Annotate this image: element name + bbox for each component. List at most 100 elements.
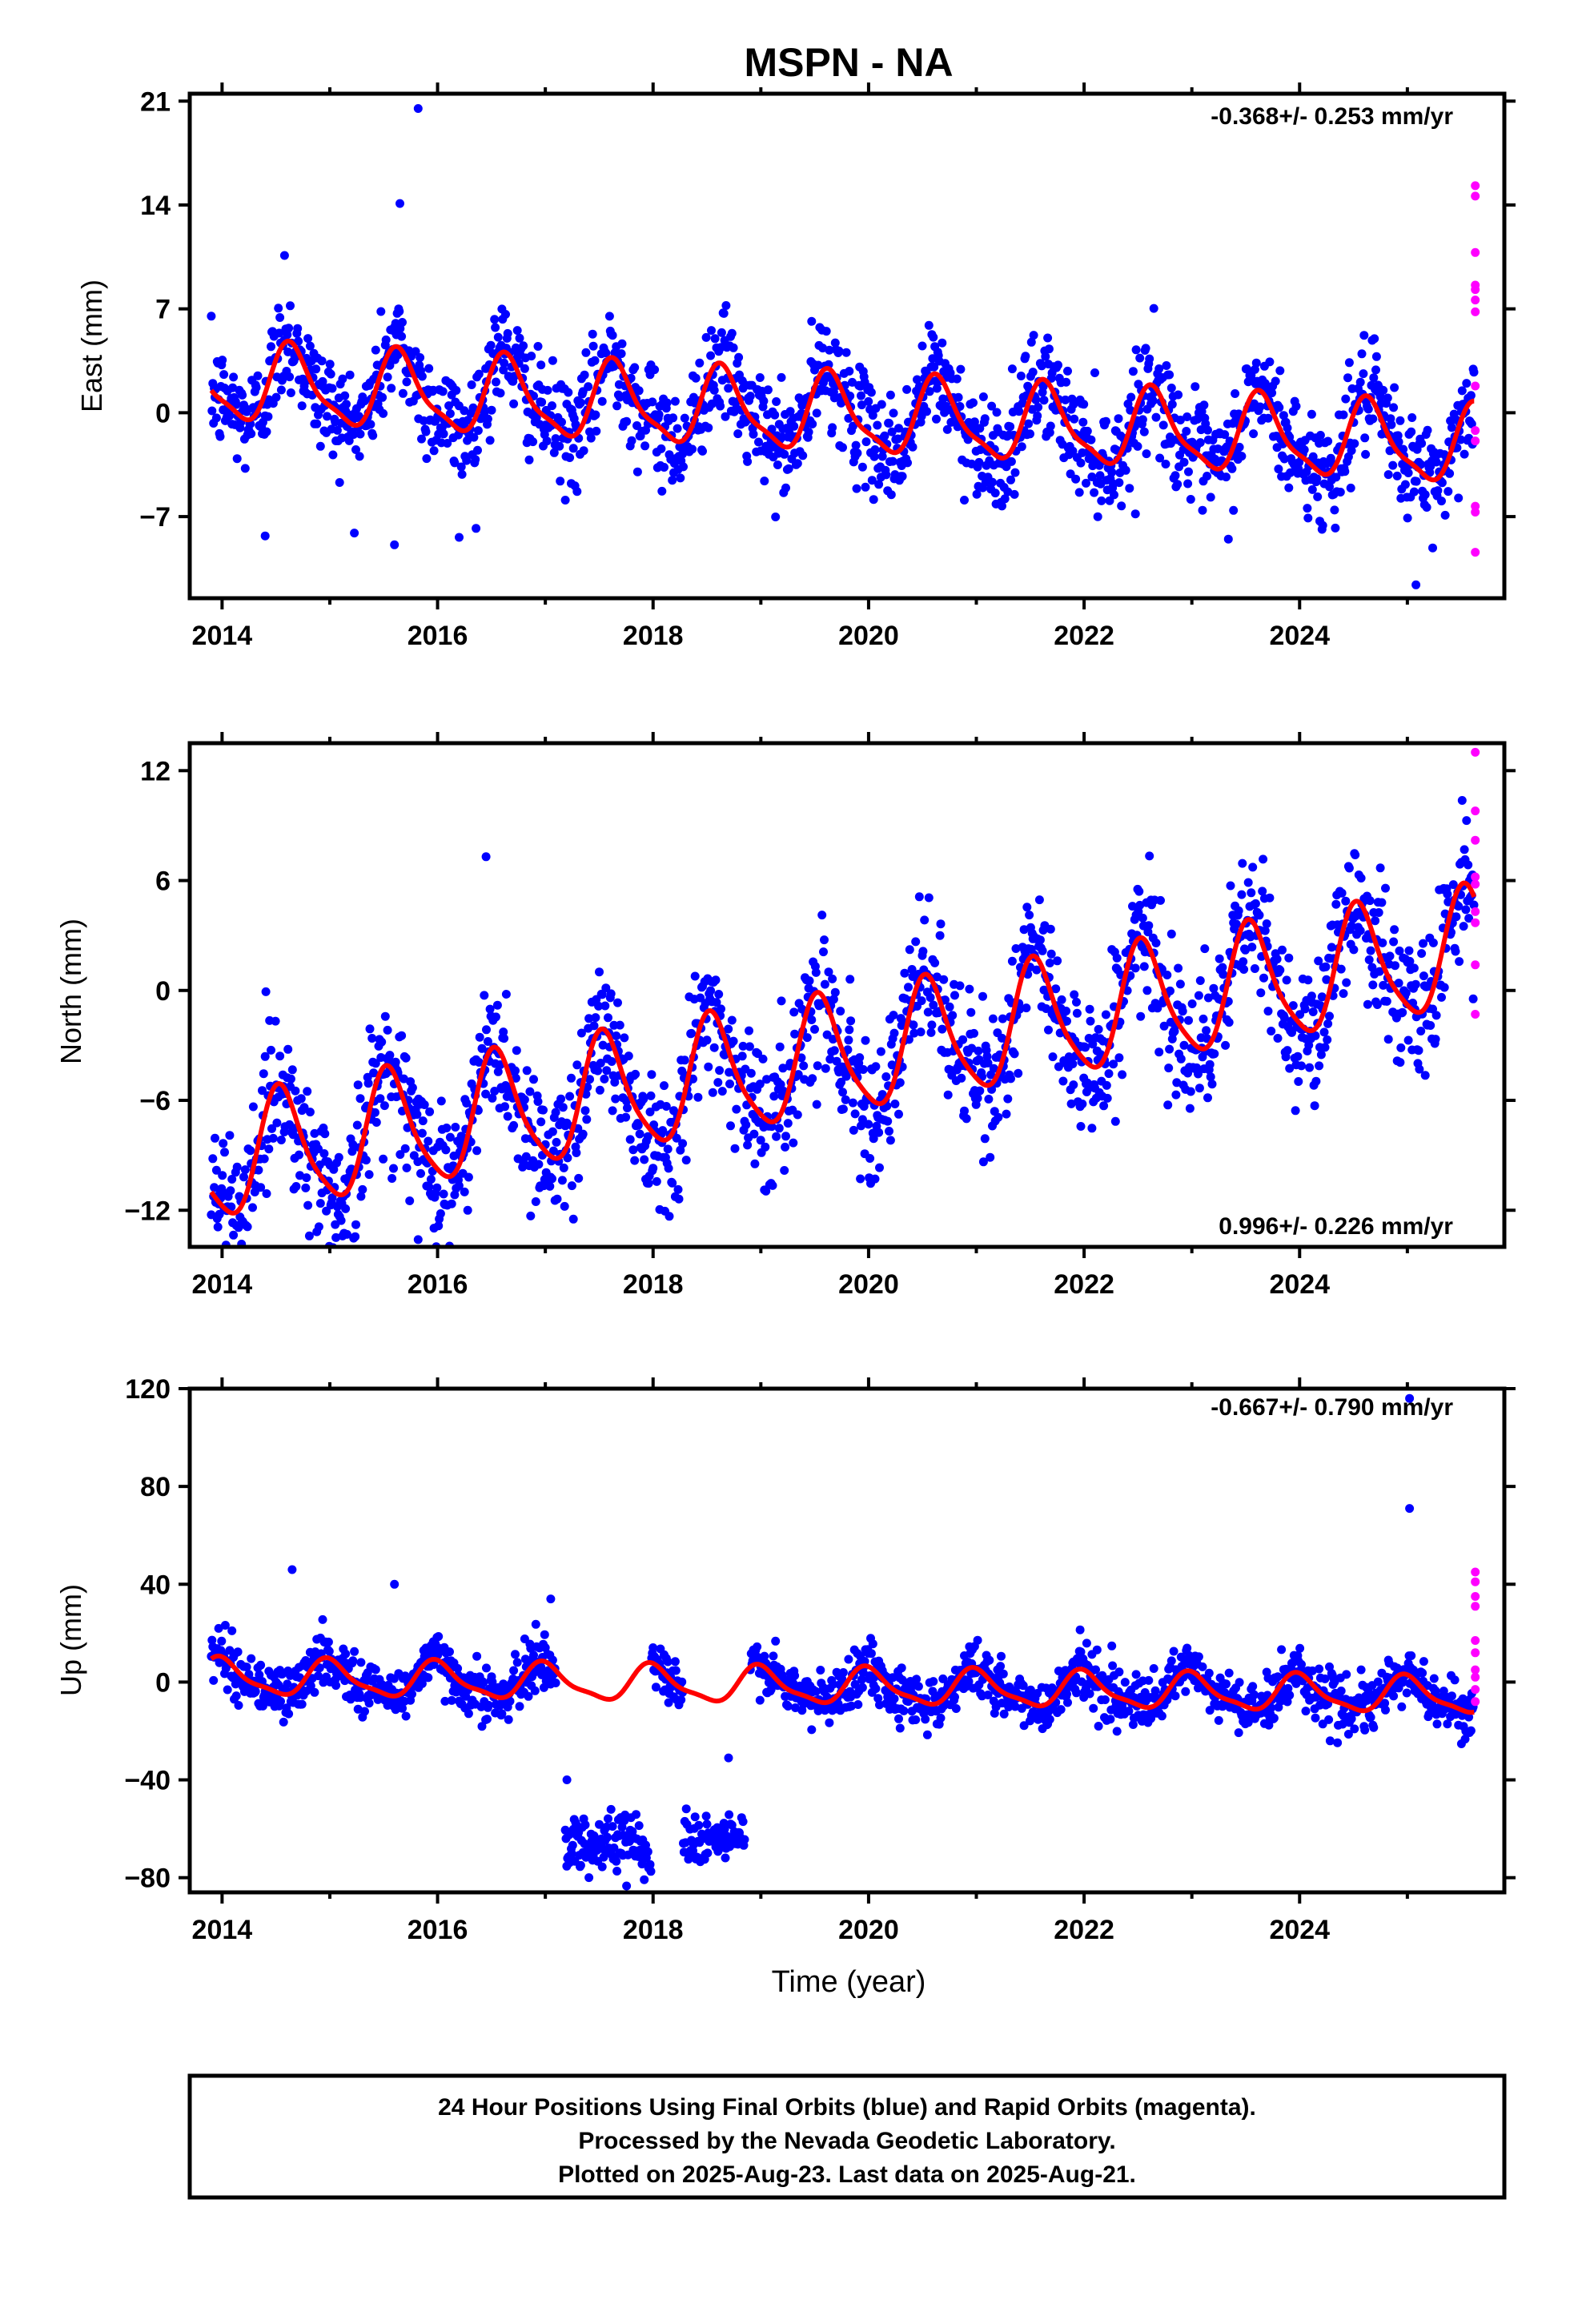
- final-orbit-point: [355, 429, 365, 439]
- final-orbit-point: [973, 1635, 982, 1645]
- final-orbit-point: [472, 524, 481, 533]
- final-orbit-point: [645, 1860, 655, 1869]
- final-orbit-point: [226, 1186, 235, 1196]
- final-orbit-point: [1407, 427, 1416, 436]
- final-orbit-point: [929, 1677, 938, 1687]
- rapid-orbit-point: [1471, 296, 1480, 305]
- east-data-marks: [207, 104, 1480, 589]
- final-orbit-point: [217, 1636, 227, 1646]
- final-orbit-point: [336, 1216, 346, 1225]
- final-orbit-point: [365, 1024, 375, 1034]
- final-orbit-point: [475, 1032, 484, 1042]
- final-orbit-point: [601, 348, 611, 358]
- final-orbit-point: [1325, 482, 1334, 492]
- final-orbit-point: [868, 1639, 877, 1649]
- final-orbit-point: [262, 1189, 271, 1198]
- final-orbit-point: [819, 947, 828, 957]
- final-orbit-point: [565, 1092, 575, 1101]
- final-orbit-point: [633, 1120, 643, 1130]
- final-orbit-point: [702, 1819, 712, 1829]
- final-orbit-point: [1250, 1690, 1259, 1699]
- final-orbit-point: [1044, 344, 1054, 354]
- final-orbit-point: [487, 405, 496, 415]
- final-orbit-point: [767, 424, 777, 434]
- final-orbit-point: [661, 1102, 671, 1111]
- final-orbit-point: [836, 1007, 845, 1016]
- final-orbit-point: [781, 1132, 790, 1141]
- final-orbit-point: [211, 413, 221, 423]
- final-orbit-point: [909, 1028, 919, 1038]
- final-orbit-point: [1423, 425, 1432, 435]
- final-orbit-point: [624, 1051, 633, 1061]
- rapid-orbit-point: [1471, 181, 1480, 191]
- final-orbit-point: [240, 1165, 250, 1175]
- final-orbit-point: [501, 310, 510, 319]
- final-orbit-point: [549, 448, 559, 457]
- final-orbit-point: [870, 445, 880, 454]
- final-orbit-point: [1128, 367, 1138, 376]
- final-orbit-point: [1452, 912, 1461, 922]
- final-orbit-point: [1371, 352, 1381, 361]
- final-orbit-point: [763, 385, 773, 395]
- final-orbit-point: [1154, 1047, 1164, 1057]
- final-orbit-point: [634, 1821, 644, 1831]
- final-orbit-point: [967, 1043, 977, 1053]
- final-orbit-point: [364, 1699, 374, 1708]
- final-orbit-point: [500, 1102, 510, 1112]
- final-orbit-point: [1172, 1078, 1182, 1088]
- final-orbit-point: [976, 445, 986, 454]
- final-orbit-point: [503, 328, 512, 338]
- final-orbit-point: [1165, 370, 1174, 380]
- final-orbit-point: [889, 1028, 899, 1038]
- final-orbit-point: [1323, 1019, 1333, 1028]
- final-orbit-point: [584, 1014, 594, 1023]
- final-orbit-point: [755, 373, 765, 382]
- final-orbit-point: [1274, 464, 1283, 474]
- final-orbit-point: [754, 437, 763, 447]
- final-orbit-point: [929, 1000, 938, 1010]
- final-orbit-point: [1034, 895, 1044, 905]
- final-orbit-point: [586, 433, 596, 443]
- final-orbit-point: [895, 1078, 905, 1088]
- final-orbit-point: [340, 1676, 350, 1686]
- final-orbit-point: [1070, 414, 1079, 424]
- final-orbit-point: [558, 1103, 568, 1112]
- final-orbit-point: [969, 398, 978, 408]
- final-orbit-point: [820, 979, 829, 989]
- final-orbit-point: [983, 1058, 993, 1068]
- final-orbit-point: [877, 452, 887, 461]
- final-orbit-point: [536, 360, 546, 370]
- final-orbit-point: [398, 1703, 407, 1713]
- final-orbit-point: [730, 1144, 740, 1153]
- final-orbit-point: [617, 339, 627, 348]
- final-orbit-point: [841, 348, 851, 357]
- final-orbit-point: [1462, 816, 1472, 826]
- final-orbit-point: [821, 327, 831, 336]
- final-orbit-point: [986, 1152, 995, 1162]
- final-orbit-point: [1284, 953, 1294, 963]
- final-orbit-point: [1215, 954, 1224, 963]
- final-orbit-point: [674, 1194, 684, 1204]
- final-orbit-point: [1351, 850, 1360, 859]
- final-orbit-point: [1420, 1071, 1430, 1080]
- final-orbit-point: [1457, 796, 1467, 805]
- final-orbit-point: [418, 1116, 428, 1126]
- final-orbit-point: [1221, 1040, 1231, 1050]
- final-orbit-point: [555, 441, 564, 451]
- final-orbit-point: [908, 442, 917, 452]
- final-orbit-point: [484, 1700, 493, 1710]
- final-orbit-point: [355, 1094, 365, 1104]
- final-orbit-point: [320, 1129, 330, 1139]
- final-orbit-point: [342, 400, 351, 409]
- final-orbit-point: [400, 1144, 410, 1153]
- final-orbit-point: [1011, 944, 1021, 953]
- final-orbit-point: [1112, 1727, 1122, 1736]
- final-orbit-point: [964, 1677, 974, 1687]
- final-orbit-point: [1061, 395, 1070, 404]
- final-orbit-point: [1175, 416, 1185, 424]
- final-orbit-point: [773, 460, 782, 469]
- final-orbit-point: [1010, 489, 1019, 499]
- final-orbit-point: [574, 1173, 584, 1183]
- final-orbit-point: [905, 945, 914, 955]
- final-orbit-point: [1114, 414, 1123, 424]
